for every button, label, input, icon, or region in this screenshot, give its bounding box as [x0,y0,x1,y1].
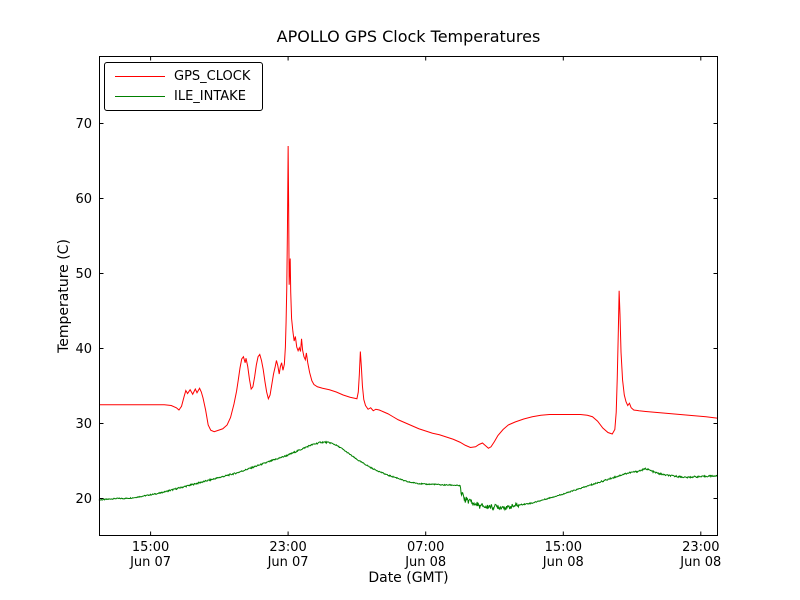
y-tick-label: 70 [75,117,92,132]
axes-border [99,56,718,536]
legend-line-sample-green [115,96,165,97]
x-tick-label-time: 15:00 [545,540,582,555]
series-line-gps-clock [99,145,719,449]
x-tick-label-date: Jun 07 [129,555,171,570]
x-tick-label-date: Jun 08 [679,555,721,570]
y-tick-label: 40 [75,342,92,357]
x-tick-label-date: Jun 07 [267,555,309,570]
x-tick-label-time: 23:00 [269,540,306,555]
legend-line-sample-red [115,76,165,77]
legend-entry-ile-intake: ILE_INTAKE [115,89,250,104]
y-tick-label: 20 [75,492,92,507]
x-tick-label-time: 07:00 [407,540,444,555]
chart-title: APOLLO GPS Clock Temperatures [276,27,541,46]
y-tick-label: 30 [75,417,92,432]
y-tick-label: 60 [75,192,92,207]
legend-label: GPS_CLOCK [174,69,251,84]
x-tick-label-date: Jun 08 [542,555,584,570]
x-axis-label: Date (GMT) [368,570,449,586]
legend: GPS_CLOCK ILE_INTAKE [104,62,264,111]
legend-label: ILE_INTAKE [174,89,246,104]
x-tick-label-date: Jun 08 [404,555,446,570]
x-tick-label-time: 23:00 [682,540,719,555]
series-line-ile-intake [98,440,718,512]
legend-entry-gps-clock: GPS_CLOCK [115,69,250,84]
y-tick-label: 50 [75,267,92,282]
x-tick-label-time: 15:00 [132,540,169,555]
